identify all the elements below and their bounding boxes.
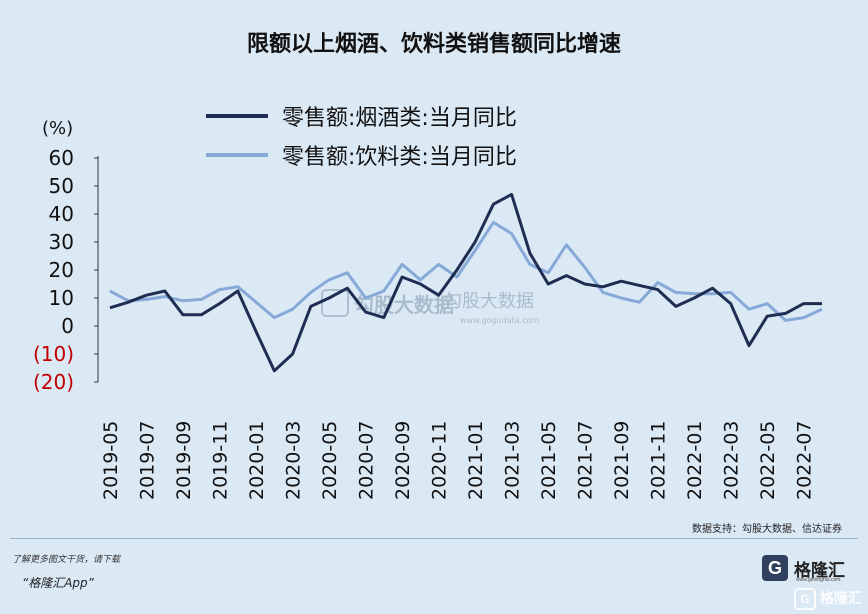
watermark-logo bbox=[321, 289, 349, 317]
y-tick-label: 0 bbox=[61, 314, 74, 338]
x-tick-label: 2021-03 bbox=[502, 421, 524, 500]
legend-label-series1: 零售额:烟酒类:当月同比 bbox=[282, 106, 517, 131]
footer-divider bbox=[10, 538, 858, 539]
x-tick-label: 2019-11 bbox=[210, 421, 232, 500]
x-tick-label: 2021-11 bbox=[648, 421, 670, 500]
watermark-url: www.gogudata.com bbox=[460, 316, 539, 325]
x-tick-label: 2019-09 bbox=[173, 421, 195, 500]
brand-url: www.gelonghui.com bbox=[796, 577, 841, 583]
x-tick-label: 2020-11 bbox=[429, 421, 451, 500]
y-tick-label: 10 bbox=[49, 286, 74, 310]
x-axis-ticks: 2019-05 2019-07 2019-09 2019-11 2020-01 2020-… bbox=[100, 421, 816, 500]
x-tick-label: 2022-05 bbox=[757, 421, 779, 500]
x-tick-label: 2020-01 bbox=[246, 421, 268, 500]
footer-app-name: “格隆汇App” bbox=[22, 576, 94, 590]
y-axis-unit: (%) bbox=[42, 118, 73, 139]
y-tick-label: (20) bbox=[33, 370, 74, 394]
chart-panel: 限额以上烟酒、饮料类销售额同比增速 勾股大数据 勾股大数据 www.goguda… bbox=[32, 32, 842, 535]
x-tick-label: 2022-07 bbox=[794, 421, 816, 500]
corner-watermark: G 格隆汇 bbox=[794, 588, 862, 610]
y-axis-ticks: 60 50 40 30 20 10 0 (10) (20) bbox=[33, 146, 98, 394]
y-tick-label: (10) bbox=[33, 342, 74, 366]
corner-watermark-icon: G bbox=[794, 588, 816, 610]
x-tick-label: 2021-05 bbox=[538, 421, 560, 500]
x-tick-label: 2021-09 bbox=[611, 421, 633, 500]
x-tick-label: 2019-07 bbox=[137, 421, 159, 500]
brand-logo-icon: G bbox=[762, 555, 788, 581]
x-tick-label: 2021-01 bbox=[465, 421, 487, 500]
series-lines bbox=[109, 192, 823, 373]
footer-note: 了解更多图文干货，请下载 bbox=[12, 555, 121, 565]
corner-watermark-text: 格隆汇 bbox=[820, 591, 862, 607]
x-tick-label: 2021-07 bbox=[575, 421, 597, 500]
watermark-text-2: 勾股大数据 bbox=[444, 291, 534, 312]
x-tick-label: 2020-09 bbox=[392, 421, 414, 500]
y-tick-label: 20 bbox=[49, 258, 74, 282]
legend: 零售额:烟酒类:当月同比 零售额:饮料类:当月同比 bbox=[206, 106, 517, 170]
x-tick-label: 2020-07 bbox=[356, 421, 378, 500]
brand[interactable]: G 格隆汇 bbox=[762, 553, 845, 583]
x-tick-label: 2019-05 bbox=[100, 421, 122, 500]
x-tick-label: 2022-01 bbox=[684, 421, 706, 500]
series-line-tobacco-liquor bbox=[109, 192, 822, 373]
x-tick-label: 2020-05 bbox=[319, 421, 341, 500]
y-tick-label: 60 bbox=[49, 146, 74, 170]
y-tick-label: 40 bbox=[49, 202, 74, 226]
legend-label-series2: 零售额:饮料类:当月同比 bbox=[282, 145, 517, 170]
x-tick-label: 2020-03 bbox=[283, 421, 305, 500]
brand-name: 格隆汇 bbox=[794, 560, 845, 581]
y-tick-label: 50 bbox=[49, 174, 74, 198]
x-tick-label: 2022-03 bbox=[721, 421, 743, 500]
y-tick-label: 30 bbox=[49, 230, 74, 254]
line-chart: 勾股大数据 勾股大数据 www.gogudata.com (%) 6050403… bbox=[33, 106, 823, 500]
chart-title: 限额以上烟酒、饮料类销售额同比增速 bbox=[246, 32, 621, 57]
data-source: 数据支持：勾股大数据、信达证券 bbox=[692, 524, 842, 535]
